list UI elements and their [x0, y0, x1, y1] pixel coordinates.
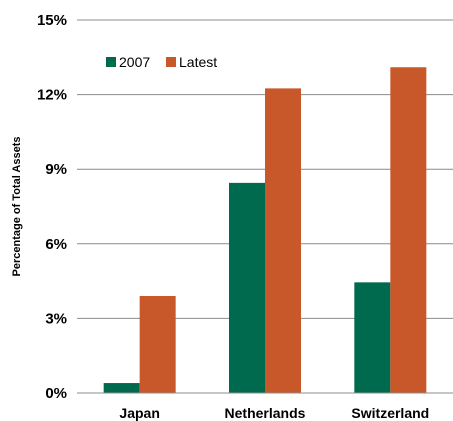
y-tick-label: 12%	[37, 87, 67, 104]
y-tick-label: 3%	[45, 310, 67, 327]
bar-2007-japan	[103, 383, 140, 393]
y-axis-label: Percentage of Total Assets	[11, 137, 23, 277]
y-tick-labels: 0% 3% 6% 9% 12% 15%	[37, 12, 67, 402]
y-tick-label: 0%	[45, 385, 67, 402]
legend-label: Latest	[179, 54, 217, 70]
legend-swatch	[166, 57, 176, 67]
category-label: Switzerland	[351, 405, 429, 421]
legend-swatch	[106, 57, 116, 67]
bar-2007-switzerland	[354, 282, 391, 393]
category-labels: Japan Netherlands Switzerland	[119, 405, 429, 421]
y-tick-label: 15%	[37, 12, 67, 29]
category-label: Netherlands	[225, 405, 306, 421]
legend: 2007 Latest	[106, 54, 217, 70]
category-label: Japan	[119, 405, 159, 421]
bar-2007-netherlands	[229, 182, 265, 393]
bar-latest-netherlands	[265, 88, 301, 393]
bar-latest-switzerland	[390, 67, 427, 393]
y-tick-label: 9%	[45, 161, 67, 178]
bar-latest-japan	[139, 296, 176, 393]
bars	[103, 67, 427, 393]
y-tick-label: 6%	[45, 236, 67, 253]
legend-label: 2007	[119, 54, 150, 70]
